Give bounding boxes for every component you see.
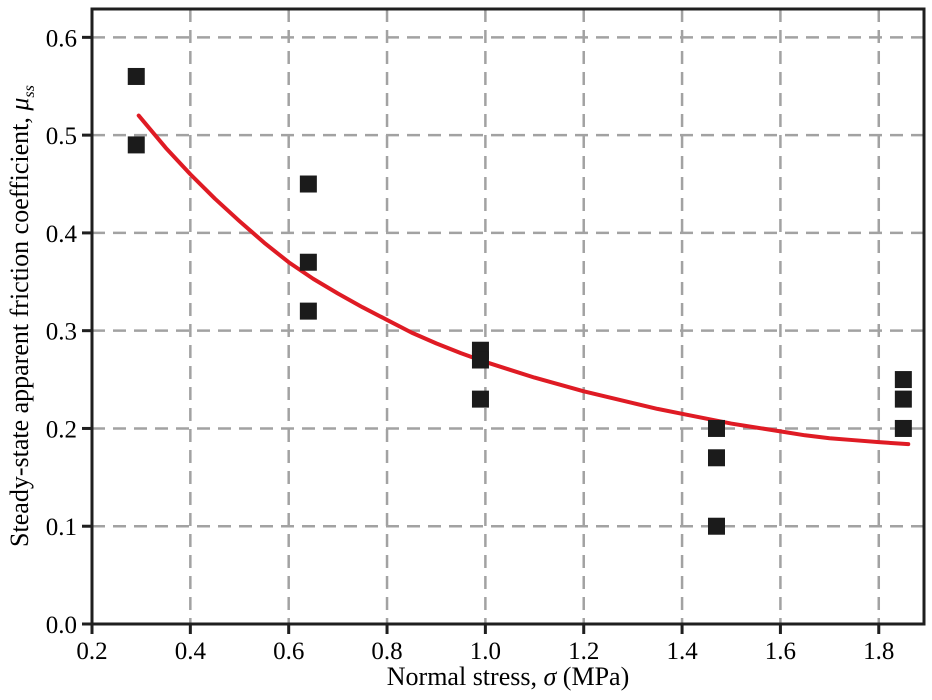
y-tick-label: 0.6 xyxy=(46,25,77,52)
x-axis-title-text: Normal stress, xyxy=(386,662,544,691)
y-axis-title: Steady-state apparent friction coefficie… xyxy=(5,85,39,547)
y-tick-label: 0.2 xyxy=(46,416,77,443)
sigma-symbol: σ xyxy=(543,662,557,691)
x-tick-label: 0.2 xyxy=(76,638,107,665)
data-point-marker xyxy=(471,390,489,408)
mu-symbol: μ xyxy=(4,97,34,111)
x-tick-label: 0.6 xyxy=(273,638,304,665)
data-point-marker xyxy=(707,449,725,467)
y-tick-label: 0.3 xyxy=(46,319,77,346)
x-tick-label: 1.4 xyxy=(666,638,698,665)
x-tick-label: 1.6 xyxy=(765,638,796,665)
mu-subscript: ss xyxy=(21,85,39,98)
y-tick-label: 0.0 xyxy=(46,612,77,639)
x-tick-label: 1.8 xyxy=(863,638,894,665)
data-point-marker xyxy=(127,67,145,85)
data-point-marker xyxy=(894,371,912,389)
y-tick-label: 0.5 xyxy=(46,123,77,150)
y-tick-label: 0.4 xyxy=(46,221,78,248)
x-tick-label: 1.2 xyxy=(568,638,599,665)
data-point-marker xyxy=(894,390,912,408)
x-tick-label: 0.8 xyxy=(371,638,402,665)
fit-curve xyxy=(136,113,911,447)
y-tick-label: 0.1 xyxy=(46,514,77,541)
plot-border xyxy=(90,7,926,626)
data-point-marker xyxy=(471,351,489,369)
x-axis-title: Normal stress, σ (MPa) xyxy=(387,662,629,692)
data-point-marker xyxy=(894,419,912,437)
x-tick-label: 0.4 xyxy=(175,638,207,665)
data-point-marker xyxy=(299,253,317,271)
x-axis-title-units: (MPa) xyxy=(556,662,630,691)
data-point-marker xyxy=(707,419,725,437)
data-point-marker xyxy=(299,302,317,320)
data-point-marker xyxy=(707,517,725,535)
y-axis-title-text: Steady-state apparent friction coefficie… xyxy=(4,110,34,547)
data-point-marker xyxy=(127,136,145,154)
data-point-marker xyxy=(299,175,317,193)
x-tick-label: 1.0 xyxy=(470,638,501,665)
